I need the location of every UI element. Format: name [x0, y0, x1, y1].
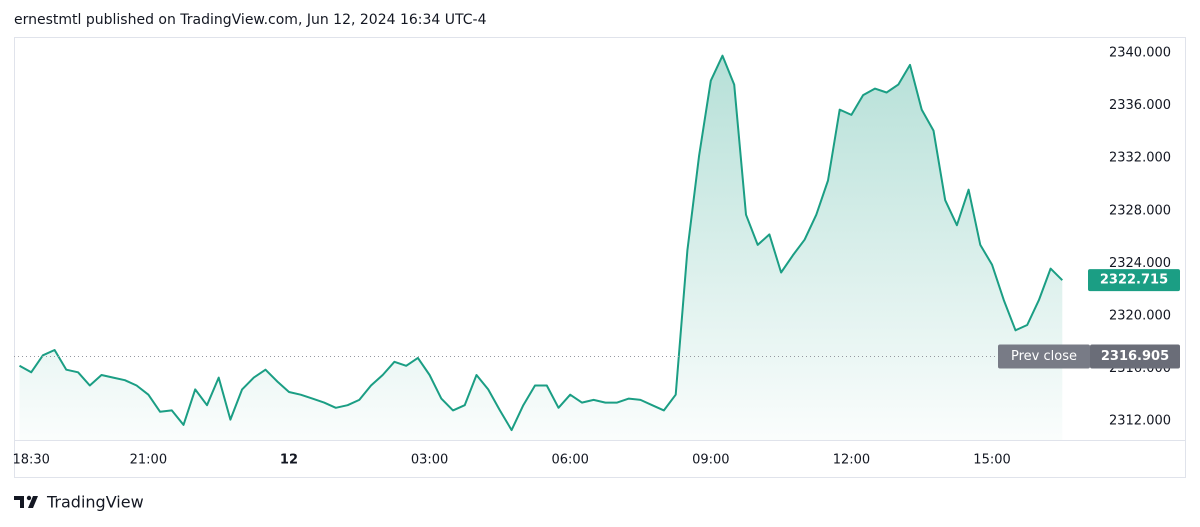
- x-tick-label: 09:00: [692, 453, 729, 468]
- x-tick-label: 12: [280, 453, 298, 468]
- header: ernestmtl published on TradingView.com, …: [14, 12, 487, 28]
- y-tick-label: 2312.000: [1109, 413, 1171, 428]
- y-tick-label: 2332.000: [1109, 151, 1171, 166]
- x-tick-label: 18:30: [12, 453, 49, 468]
- y-tick-label: 2340.000: [1109, 46, 1171, 61]
- x-tick-label: 06:00: [551, 453, 588, 468]
- price-line: [19, 54, 1064, 432]
- prev-close-value: 2316.905: [1101, 349, 1169, 364]
- x-tick-label: 12:00: [833, 453, 870, 468]
- prev-close-label: Prev close: [1011, 349, 1077, 364]
- x-tick-label: 21:00: [130, 453, 167, 468]
- prev-close-tag: [998, 344, 1090, 369]
- y-tick-label: 2320.000: [1109, 308, 1171, 323]
- logo: [14, 495, 38, 508]
- y-tick-label: 2328.000: [1109, 203, 1171, 218]
- y-tick-label: 2324.000: [1109, 256, 1171, 271]
- y-tick-label: 2336.000: [1109, 98, 1171, 113]
- prev-close-value-tag: [1090, 344, 1180, 369]
- frame: [14, 37, 1186, 478]
- x-tick-label: 03:00: [411, 453, 448, 468]
- x-tick-label: 15:00: [973, 453, 1010, 468]
- last-price-label: 2322.715: [1100, 273, 1168, 288]
- last-price-tag: [1088, 269, 1180, 292]
- area-fill: [19, 55, 1063, 440]
- footer-brand: TradingView: [46, 493, 144, 512]
